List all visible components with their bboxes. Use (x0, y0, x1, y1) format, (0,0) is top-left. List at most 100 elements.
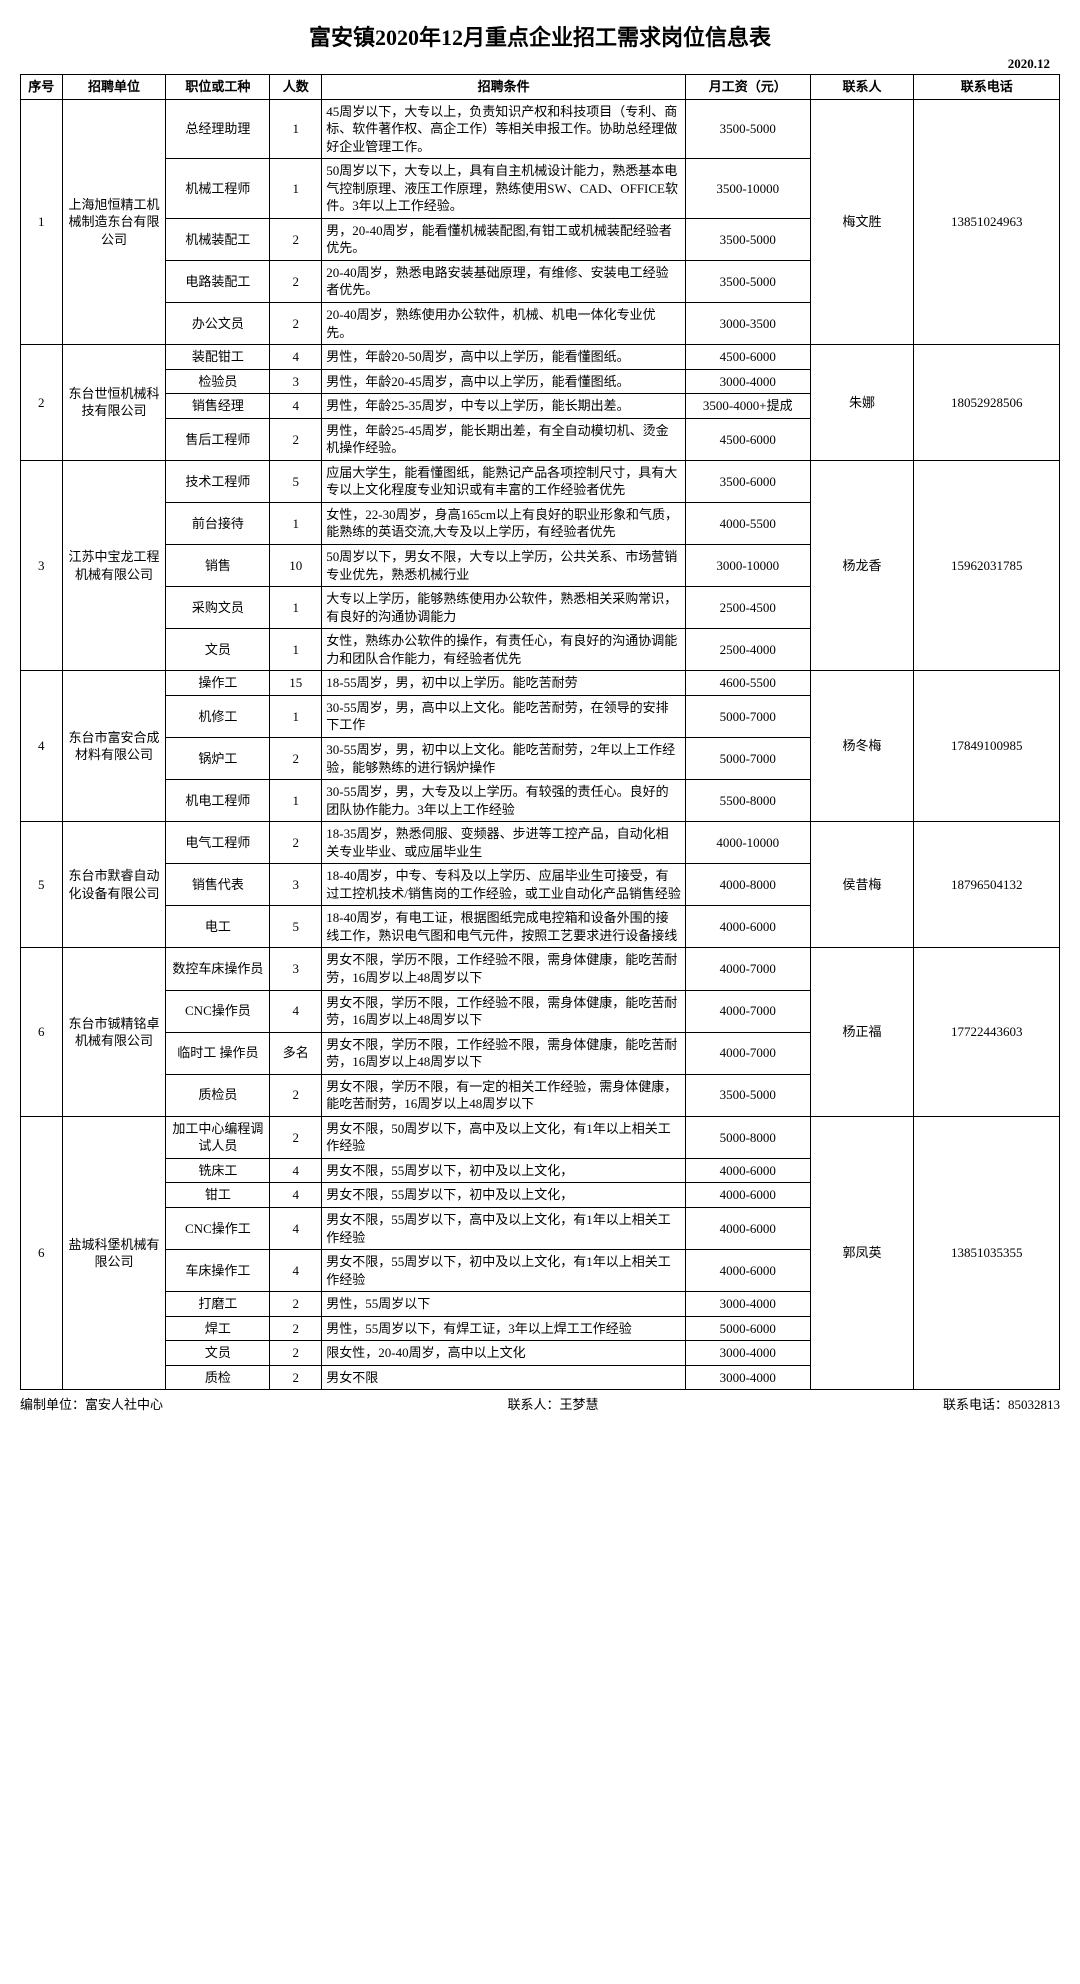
table-row: 5东台市默睿自动化设备有限公司电气工程师218-35周岁，熟悉伺服、变频器、步进… (21, 822, 1060, 864)
cell-contact: 杨冬梅 (810, 671, 914, 822)
cell-salary: 3500-6000 (685, 460, 810, 502)
cell-salary: 4000-6000 (685, 1183, 810, 1208)
cell-position: 文员 (166, 629, 270, 671)
cell-idx: 6 (21, 948, 63, 1116)
cell-idx: 1 (21, 99, 63, 345)
th-company: 招聘单位 (62, 75, 166, 100)
cell-count: 10 (270, 545, 322, 587)
cell-position: 电气工程师 (166, 822, 270, 864)
cell-req: 男女不限，学历不限，有一定的相关工作经验，需身体健康，能吃苦耐劳，16周岁以上4… (322, 1074, 686, 1116)
cell-company: 盐城科堡机械有限公司 (62, 1116, 166, 1390)
cell-req: 18-40周岁，中专、专科及以上学历、应届毕业生可接受，有过工控机技术/销售岗的… (322, 864, 686, 906)
cell-req: 20-40周岁，熟悉电路安装基础原理，有维修、安装电工经验者优先。 (322, 260, 686, 302)
cell-req: 45周岁以下，大专以上，负责知识产权和科技项目（专利、商标、软件著作权、高企工作… (322, 99, 686, 159)
cell-req: 18-40周岁，有电工证，根据图纸完成电控箱和设备外围的接线工作，熟识电气图和电… (322, 906, 686, 948)
cell-req: 男女不限，50周岁以下，高中及以上文化，有1年以上相关工作经验 (322, 1116, 686, 1158)
cell-phone: 18796504132 (914, 822, 1060, 948)
cell-count: 2 (270, 1316, 322, 1341)
table-row: 4东台市富安合成材料有限公司操作工1518-55周岁，男，初中以上学历。能吃苦耐… (21, 671, 1060, 696)
cell-req: 男性，年龄25-35周岁，中专以上学历，能长期出差。 (322, 394, 686, 419)
cell-count: 2 (270, 1292, 322, 1317)
th-position: 职位或工种 (166, 75, 270, 100)
cell-req: 女性，22-30周岁，身高165cm以上有良好的职业形象和气质，能熟练的英语交流… (322, 502, 686, 544)
cell-req: 50周岁以下，男女不限，大专以上学历，公共关系、市场营销专业优先，熟悉机械行业 (322, 545, 686, 587)
cell-position: 临时工 操作员 (166, 1032, 270, 1074)
table-body: 1上海旭恒精工机械制造东台有限公司总经理助理145周岁以下，大专以上，负责知识产… (21, 99, 1060, 1390)
cell-position: 锅炉工 (166, 737, 270, 779)
cell-salary: 4600-5500 (685, 671, 810, 696)
cell-req: 男女不限，55周岁以下，初中及以上文化， (322, 1158, 686, 1183)
footer-contact: 联系人：王梦慧 (507, 1394, 598, 1413)
cell-contact: 梅文胜 (810, 99, 914, 345)
cell-position: 前台接待 (166, 502, 270, 544)
cell-salary: 5000-7000 (685, 695, 810, 737)
cell-count: 2 (270, 260, 322, 302)
cell-req: 50周岁以下，大专以上，具有自主机械设计能力，熟悉基本电气控制原理、液压工作原理… (322, 159, 686, 219)
footer-org: 编制单位：富安人社中心 (20, 1394, 163, 1413)
cell-contact: 侯昔梅 (810, 822, 914, 948)
cell-position: CNC操作员 (166, 990, 270, 1032)
cell-salary: 4000-6000 (685, 1207, 810, 1249)
cell-company: 江苏中宝龙工程机械有限公司 (62, 460, 166, 670)
cell-salary: 4500-6000 (685, 345, 810, 370)
cell-position: 机械工程师 (166, 159, 270, 219)
cell-idx: 6 (21, 1116, 63, 1390)
cell-req: 男女不限，学历不限，工作经验不限，需身体健康，能吃苦耐劳，16周岁以上48周岁以… (322, 1032, 686, 1074)
cell-phone: 17849100985 (914, 671, 1060, 822)
cell-salary: 3500-5000 (685, 260, 810, 302)
cell-salary: 5500-8000 (685, 780, 810, 822)
cell-salary: 4000-7000 (685, 948, 810, 990)
cell-salary: 5000-6000 (685, 1316, 810, 1341)
cell-count: 1 (270, 99, 322, 159)
cell-phone: 13851024963 (914, 99, 1060, 345)
cell-position: 数控车床操作员 (166, 948, 270, 990)
cell-req: 30-55周岁，男，大专及以上学历。有较强的责任心。良好的团队协作能力。3年以上… (322, 780, 686, 822)
cell-count: 5 (270, 906, 322, 948)
cell-company: 东台市铖精铭卓机械有限公司 (62, 948, 166, 1116)
cell-count: 4 (270, 1207, 322, 1249)
cell-position: 加工中心编程调试人员 (166, 1116, 270, 1158)
cell-salary: 4000-6000 (685, 1158, 810, 1183)
cell-company: 东台市富安合成材料有限公司 (62, 671, 166, 822)
cell-position: 销售代表 (166, 864, 270, 906)
cell-count: 4 (270, 1250, 322, 1292)
th-count: 人数 (270, 75, 322, 100)
cell-req: 男性，55周岁以下，有焊工证，3年以上焊工工作经验 (322, 1316, 686, 1341)
cell-req: 男女不限，55周岁以下，初中及以上文化， (322, 1183, 686, 1208)
cell-idx: 3 (21, 460, 63, 670)
cell-count: 4 (270, 990, 322, 1032)
cell-salary: 4500-6000 (685, 418, 810, 460)
th-contact: 联系人 (810, 75, 914, 100)
cell-position: 办公文员 (166, 303, 270, 345)
cell-position: 机修工 (166, 695, 270, 737)
table-row: 3江苏中宝龙工程机械有限公司技术工程师5应届大学生，能看懂图纸，能熟记产品各项控… (21, 460, 1060, 502)
cell-contact: 杨正福 (810, 948, 914, 1116)
cell-salary: 4000-7000 (685, 1032, 810, 1074)
cell-count: 1 (270, 502, 322, 544)
cell-idx: 2 (21, 345, 63, 461)
cell-position: 质检 (166, 1365, 270, 1390)
cell-salary: 3000-4000 (685, 1341, 810, 1366)
cell-salary: 3000-4000 (685, 1365, 810, 1390)
cell-idx: 5 (21, 822, 63, 948)
cell-position: 文员 (166, 1341, 270, 1366)
cell-company: 上海旭恒精工机械制造东台有限公司 (62, 99, 166, 345)
cell-req: 男女不限 (322, 1365, 686, 1390)
cell-req: 男，20-40周岁，能看懂机械装配图,有钳工或机械装配经验者优先。 (322, 218, 686, 260)
cell-req: 男性，年龄20-45周岁，高中以上学历，能看懂图纸。 (322, 369, 686, 394)
cell-contact: 朱娜 (810, 345, 914, 461)
cell-req: 应届大学生，能看懂图纸，能熟记产品各项控制尺寸，具有大专以上文化程度专业知识或有… (322, 460, 686, 502)
table-row: 2东台世恒机械科技有限公司装配钳工4男性，年龄20-50周岁，高中以上学历，能看… (21, 345, 1060, 370)
cell-salary: 4000-7000 (685, 990, 810, 1032)
cell-count: 4 (270, 394, 322, 419)
cell-req: 男女不限，55周岁以下，高中及以上文化，有1年以上相关工作经验 (322, 1207, 686, 1249)
cell-salary: 3000-3500 (685, 303, 810, 345)
cell-count: 2 (270, 1116, 322, 1158)
cell-count: 2 (270, 1365, 322, 1390)
cell-count: 1 (270, 587, 322, 629)
cell-position: 操作工 (166, 671, 270, 696)
cell-position: CNC操作工 (166, 1207, 270, 1249)
cell-salary: 5000-7000 (685, 737, 810, 779)
cell-count: 1 (270, 629, 322, 671)
cell-count: 4 (270, 1183, 322, 1208)
